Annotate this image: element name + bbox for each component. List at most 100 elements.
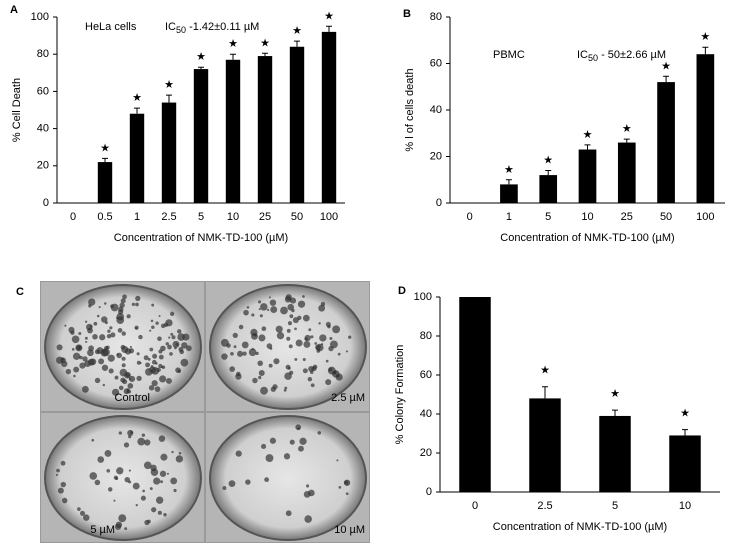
colony	[93, 321, 98, 326]
colony	[318, 304, 326, 312]
colony	[248, 348, 257, 357]
x-tick-label: 1	[506, 211, 512, 223]
colony	[178, 452, 182, 455]
colony	[120, 298, 126, 304]
colony	[291, 308, 295, 313]
colony	[332, 325, 341, 334]
bar	[657, 82, 675, 203]
colony	[297, 427, 300, 430]
y-tick-label: 0	[43, 197, 49, 209]
colony	[329, 336, 333, 341]
colony	[255, 351, 259, 356]
colony	[118, 306, 124, 312]
colony	[143, 355, 149, 361]
colony	[289, 439, 295, 445]
x-tick-label: 10	[581, 211, 593, 223]
colony	[144, 519, 150, 526]
colony	[135, 503, 138, 507]
chart: B 0 20 40 60 80 % l of cells death Concentratio…	[403, 8, 725, 244]
significance-marker: ★	[583, 129, 593, 141]
x-tick-label: 5	[545, 211, 551, 223]
bar	[289, 46, 305, 204]
colony	[61, 360, 68, 368]
colony	[260, 303, 268, 311]
ic50-annotation: IC50 -1.42±0.11 µM	[165, 21, 259, 35]
y-tick-label: 40	[430, 104, 442, 116]
colony	[306, 484, 310, 488]
colony	[241, 341, 249, 349]
colony	[78, 331, 82, 336]
colony	[252, 377, 258, 384]
y-tick-label: 60	[420, 369, 432, 381]
colony	[304, 515, 312, 523]
colony	[60, 481, 66, 488]
colony	[175, 455, 184, 463]
colony	[175, 342, 179, 346]
colony	[73, 374, 76, 378]
colony	[157, 336, 162, 342]
x-tick-label: 0	[70, 211, 76, 223]
annotation: PBMC	[493, 49, 525, 61]
colony	[116, 353, 119, 356]
colony	[84, 360, 91, 367]
ic50-part: -1.42±0.11 µM	[186, 21, 259, 33]
colony	[115, 316, 119, 319]
colony	[294, 327, 297, 331]
x-tick-label: 5	[612, 500, 618, 512]
colony	[148, 385, 155, 391]
colony	[229, 366, 236, 372]
colony	[121, 363, 126, 368]
colony	[285, 294, 292, 301]
significance-marker: ★	[100, 142, 110, 154]
colony	[185, 345, 192, 352]
colony	[57, 487, 64, 494]
colony	[128, 469, 131, 472]
bar	[459, 297, 491, 492]
colony	[337, 352, 341, 356]
colony	[130, 431, 133, 434]
colony	[145, 362, 150, 368]
colony	[150, 319, 154, 323]
colony	[56, 468, 60, 473]
colony	[158, 314, 161, 318]
colony	[222, 486, 227, 491]
significance-marker: ★	[700, 31, 710, 43]
colony	[81, 385, 89, 393]
panel-label: B	[403, 8, 411, 20]
colony	[166, 472, 170, 475]
colony	[304, 334, 311, 342]
colony	[151, 325, 155, 329]
colony	[107, 487, 113, 492]
colony	[140, 495, 146, 501]
significance-marker: ★	[543, 154, 553, 166]
y-tick-label: 40	[37, 123, 49, 135]
y-tick-label: 0	[436, 197, 442, 209]
colony	[177, 369, 181, 373]
error-bar	[545, 169, 552, 176]
colony	[109, 326, 113, 330]
x-tick-label: 100	[696, 211, 714, 223]
colony	[68, 326, 75, 333]
colony	[154, 386, 161, 393]
colony	[169, 311, 175, 316]
colony	[308, 328, 312, 332]
colony	[122, 294, 127, 300]
significance-marker: ★	[680, 407, 690, 419]
colony	[280, 306, 288, 315]
colony	[115, 477, 119, 481]
bar	[257, 56, 273, 204]
significance-marker: ★	[228, 38, 238, 50]
colony	[85, 340, 88, 343]
colony	[149, 329, 152, 332]
colony	[114, 375, 119, 380]
colony	[336, 459, 339, 462]
colony	[89, 472, 98, 480]
x-tick-label: 50	[291, 211, 303, 223]
significance-marker: ★	[260, 37, 270, 49]
colony	[258, 370, 265, 376]
colony	[269, 299, 277, 306]
colony	[121, 331, 126, 336]
x-axis-title: Concentration of NMK-TD-100 (µM)	[493, 521, 667, 533]
